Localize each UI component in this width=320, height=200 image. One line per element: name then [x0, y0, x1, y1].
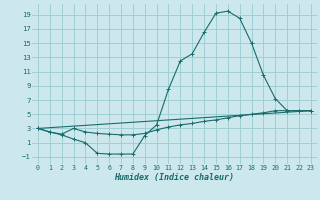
X-axis label: Humidex (Indice chaleur): Humidex (Indice chaleur) [115, 173, 234, 182]
